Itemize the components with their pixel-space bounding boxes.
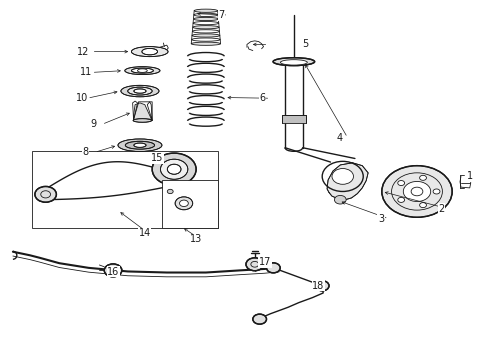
Ellipse shape bbox=[128, 87, 152, 95]
Ellipse shape bbox=[194, 17, 219, 21]
Circle shape bbox=[267, 263, 280, 273]
Text: 16: 16 bbox=[107, 267, 120, 277]
Ellipse shape bbox=[273, 58, 315, 66]
Circle shape bbox=[403, 181, 431, 202]
Text: 1: 1 bbox=[467, 171, 473, 181]
Bar bbox=[162, 180, 218, 228]
Ellipse shape bbox=[118, 139, 162, 152]
Text: 8: 8 bbox=[83, 147, 89, 157]
Circle shape bbox=[332, 168, 353, 184]
Text: 10: 10 bbox=[76, 93, 89, 103]
Ellipse shape bbox=[125, 141, 155, 149]
Text: 12: 12 bbox=[77, 46, 90, 57]
Circle shape bbox=[419, 175, 426, 180]
Ellipse shape bbox=[131, 46, 168, 57]
Polygon shape bbox=[282, 116, 306, 123]
Ellipse shape bbox=[134, 89, 146, 93]
Text: 9: 9 bbox=[90, 120, 96, 129]
Circle shape bbox=[334, 195, 346, 204]
Ellipse shape bbox=[133, 119, 152, 122]
Ellipse shape bbox=[142, 48, 158, 55]
Bar bbox=[32, 151, 218, 228]
Text: 13: 13 bbox=[190, 234, 202, 244]
Text: 3: 3 bbox=[378, 214, 384, 224]
Circle shape bbox=[167, 164, 181, 174]
Text: 18: 18 bbox=[313, 281, 325, 291]
Ellipse shape bbox=[121, 85, 159, 97]
Text: 4: 4 bbox=[337, 133, 343, 143]
Circle shape bbox=[316, 281, 329, 291]
Text: 7: 7 bbox=[218, 10, 224, 20]
Ellipse shape bbox=[280, 60, 307, 65]
Text: 6: 6 bbox=[260, 93, 266, 103]
Circle shape bbox=[246, 258, 264, 271]
Circle shape bbox=[35, 186, 56, 202]
Circle shape bbox=[167, 189, 173, 194]
Polygon shape bbox=[134, 103, 152, 121]
Circle shape bbox=[253, 314, 267, 324]
Ellipse shape bbox=[192, 34, 220, 37]
Circle shape bbox=[382, 166, 452, 217]
Circle shape bbox=[179, 200, 188, 207]
Circle shape bbox=[160, 159, 188, 179]
Ellipse shape bbox=[125, 67, 160, 75]
Text: 11: 11 bbox=[80, 67, 92, 77]
Text: 5: 5 bbox=[303, 40, 309, 49]
Ellipse shape bbox=[193, 26, 219, 29]
Text: 2: 2 bbox=[438, 204, 444, 214]
Ellipse shape bbox=[191, 42, 220, 45]
Text: 14: 14 bbox=[139, 228, 151, 238]
Circle shape bbox=[104, 264, 122, 277]
Circle shape bbox=[398, 180, 405, 185]
Circle shape bbox=[175, 197, 193, 210]
Text: 15: 15 bbox=[151, 153, 164, 163]
Text: 17: 17 bbox=[259, 257, 271, 267]
Circle shape bbox=[398, 197, 405, 202]
Circle shape bbox=[433, 189, 440, 194]
Circle shape bbox=[419, 203, 426, 208]
Circle shape bbox=[152, 153, 196, 185]
Ellipse shape bbox=[194, 9, 218, 12]
Polygon shape bbox=[327, 163, 368, 200]
Ellipse shape bbox=[134, 143, 146, 147]
Ellipse shape bbox=[131, 68, 153, 73]
